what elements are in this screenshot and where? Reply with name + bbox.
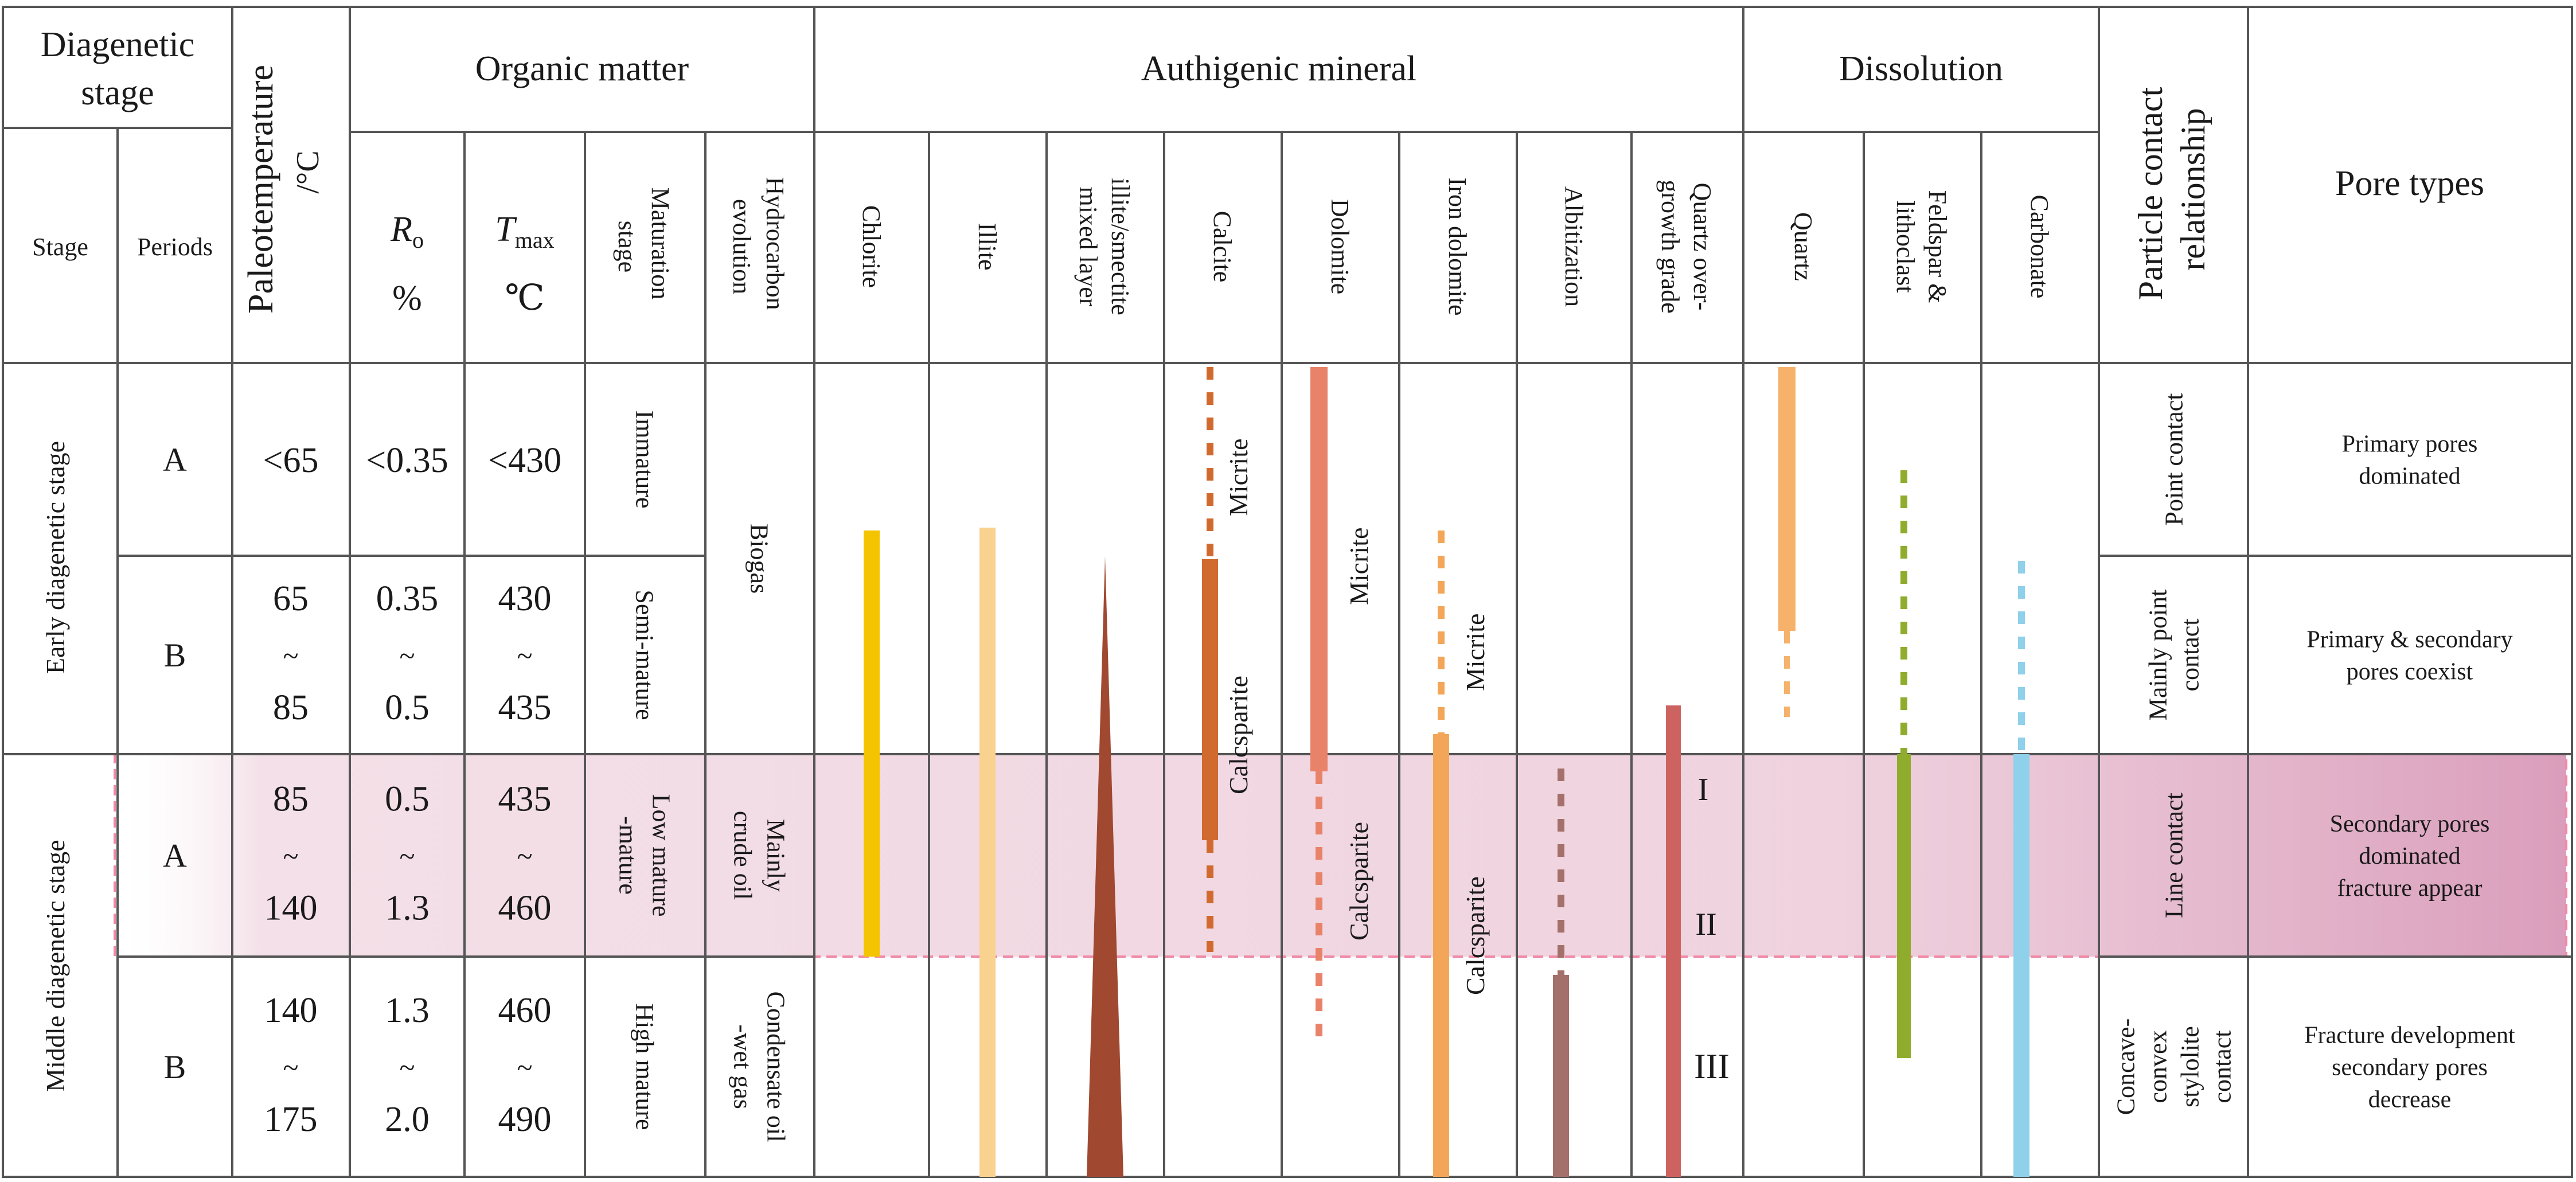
grade-1-label: I [1698,772,1709,807]
mixed-layer-bar [1087,556,1123,1177]
header-paleotemperature-unit: /°C [290,150,326,193]
header-diagenetic-stage-2: stage [81,73,154,112]
period-cell: B [164,1048,186,1086]
header-paleotemperature: Paleotemperature [241,65,280,314]
header-organic-matter: Organic matter [475,49,689,88]
temp-cell: 65 ~85 [273,579,309,727]
header-particle-contact: Particle contact relationship [2132,79,2212,300]
mineral-bars [864,367,2029,1177]
hydrocarbon-cell: Condensate oil-wet gas [729,992,790,1142]
table-grid [2,6,2573,1178]
period-cell: B [164,637,186,674]
pore-cell: Primary pores dominated [2342,431,2478,490]
maturation-cell: Semi-mature [631,590,659,720]
ro-cell: <0.35 [366,441,448,480]
mineral-header: Calcite [1208,211,1236,283]
hydrocarbon-cells: Biogas Mainlycrude oil Condensate oil-wet … [729,524,790,1142]
temp-cell: 140 ~175 [264,991,318,1139]
dissolution-headers: Quartz Feldspar &lithoclast Carbonate [1789,190,2054,303]
illite-bar [979,528,996,1177]
chlorite-bar [864,530,880,957]
header-tmax: Tmax [495,210,554,253]
mineral-header: Illite [973,223,1001,270]
header-dissolution: Dissolution [1839,49,2003,88]
mineral-header: Quartz over-growth grade [1656,180,1716,313]
grade-2-label: II [1695,907,1716,942]
period-cell: A [163,441,187,478]
calcite-calcsparite-bar [1202,559,1218,840]
header-pore-types: Pore types [2335,164,2484,203]
pore-cell: Fracture development secondary pores decre… [2304,1023,2515,1113]
mineral-header: Iron dolomite [1443,178,1472,316]
header-periods: Periods [137,233,213,261]
tmax-cell: <430 [488,441,561,480]
ro-cell: 0.35 ~0.5 [376,579,439,727]
header-tmax-unit: ℃ [505,279,544,318]
header-ro-unit: % [392,279,422,318]
maturation-cells: Immature Semi-mature Low mature-mature High… [614,410,676,1130]
maturation-cell: High mature [631,1003,659,1130]
pore-cell: Secondary pores dominated fracture appear [2330,811,2490,902]
carbonate-bar [2013,754,2029,1177]
tmax-cell: 430 ~435 [498,579,552,727]
dissolution-header: Quartz [1789,212,1817,281]
dolomite-micrite-label: Micrite [1344,528,1373,605]
stage-middle: Middle diagenetic stage [41,840,70,1091]
ro-cell: 1.3 ~2.0 [385,991,430,1139]
hydrocarbon-cell: Biogas [746,524,774,594]
header-maturation: Maturation stage [613,188,674,306]
quartz-dissolution-bar [1778,367,1796,631]
tmax-cell: 460 ~490 [498,991,552,1139]
dolomite-micrite-bar [1310,367,1328,771]
mineral-headers: Chlorite Illite illite/smectitemixed layer… [857,178,1716,316]
albitization-bar [1553,975,1569,1177]
dissolution-header: Feldspar &lithoclast [1891,190,1951,303]
ro-cell: 0.5 ~1.3 [385,780,430,928]
dolomite-calcsparite-label: Calcsparite [1344,822,1373,941]
pore-cells: Primary pores dominated Primary & secondar… [2304,431,2515,1113]
irondolomite-calcsparite-label: Calcsparite [1461,876,1490,995]
irondolomite-micrite-label: Micrite [1461,614,1490,691]
mineral-labels: Micrite Calcsparite Micrite Calcsparite … [1224,439,1730,1086]
data-rows: A <65 <0.35 <430 B 65 ~85 0.35 ~0.5 430 ~435 A 85 ~14… [163,441,561,1139]
period-cell: A [163,837,187,875]
maturation-cell: Immature [631,410,659,508]
contact-cell: Point contact [2160,393,2188,526]
temp-cell: 85 ~140 [264,780,318,928]
mineral-header: Dolomite [1326,199,1354,294]
feldspar-bar [1897,754,1911,1058]
dissolution-header: Carbonate [2025,195,2054,299]
header-diagenetic-stage: Diagenetic [41,25,195,64]
stage-column: Early diagenetic stage Middle diagenetic… [41,441,70,1092]
hydrocarbon-cell: Mainlycrude oil [729,811,790,900]
maturation-cell: Low mature-mature [614,794,676,917]
pore-cell: Primary & secondary pores coexist [2306,627,2512,685]
calcite-calcsparite-label: Calcsparite [1224,676,1253,794]
contact-cell: Concave-convex stylolite contact [2111,1019,2236,1115]
header-sub: Stage Periods Paleotemperature /°C Ro % … [32,65,2212,318]
quartz-overgrowth-bar [1666,705,1681,1177]
irondolomite-calcsparite-bar [1433,734,1449,1177]
mineral-header: illite/smectitemixed layer [1074,178,1134,315]
header-top: Diagenetic stage Organic matter Authigen… [41,25,2484,203]
contact-cell: Line contact [2160,793,2188,918]
mineral-header: Chlorite [857,205,885,288]
header-stage: Stage [32,233,88,261]
tmax-cell: 435 ~460 [498,780,552,928]
header-authigenic-mineral: Authigenic mineral [1141,49,1416,88]
temp-cell: <65 [263,441,319,480]
contact-cell: Mainly point contact [2144,590,2204,721]
contact-cells: Point contact Mainly point contact Line con… [2111,393,2236,1115]
header-hydrocarbon: Hydrocarbon evolution [728,177,789,316]
stage-early: Early diagenetic stage [41,441,70,674]
header-ro: Ro [390,210,424,253]
highlight-band [114,753,2567,958]
grade-3-label: III [1694,1047,1730,1086]
mineral-header: Albitization [1560,186,1588,307]
calcite-micrite-label: Micrite [1224,439,1253,516]
